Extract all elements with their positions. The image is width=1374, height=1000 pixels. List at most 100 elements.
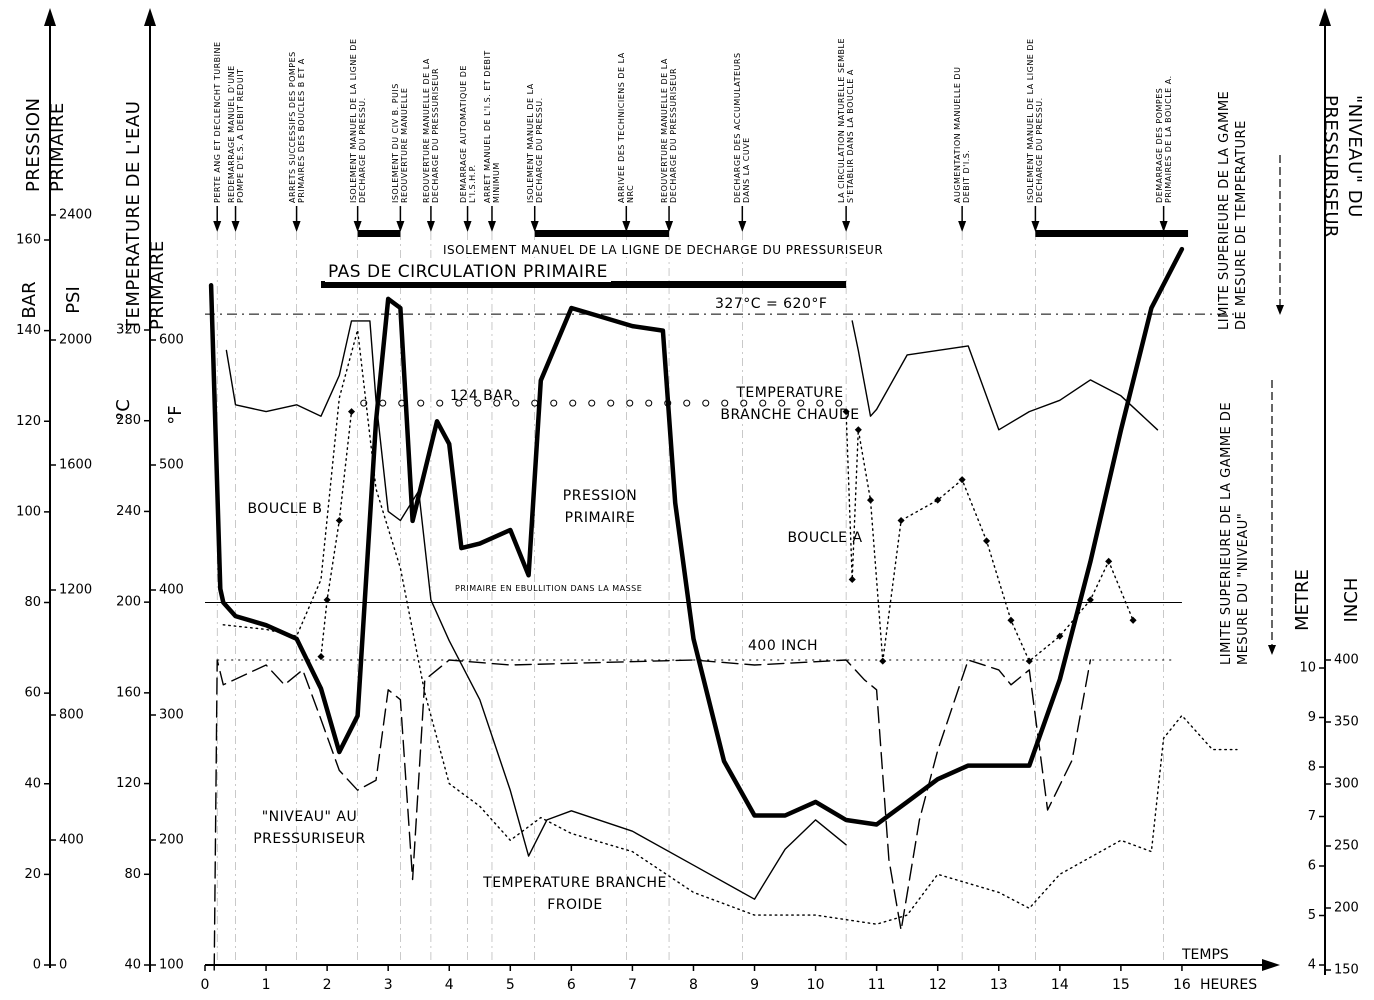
y-tick-label: 200 — [159, 833, 184, 848]
event-arrowhead — [487, 221, 496, 232]
x-tick-label: 0 — [201, 977, 210, 993]
y-tick-label: 20 — [24, 867, 41, 882]
y-tick-label: 40 — [124, 958, 141, 973]
x-tick-label: 16 — [1173, 977, 1191, 993]
x-tick-label: 14 — [1051, 977, 1069, 993]
y-tick-label: 600 — [159, 333, 184, 348]
y-tick-label: 8 — [1308, 760, 1316, 775]
y-tick-label: 0 — [33, 958, 41, 973]
ref-marker — [778, 399, 786, 407]
y-tick-label: 10 — [1299, 661, 1316, 676]
series-label: PRESSION PRIMAIRE — [562, 488, 638, 526]
y-tick-label: 120 — [16, 414, 41, 429]
event-label: DECHARGE DES ACCUMULATEURS DANS LA CUVE — [733, 52, 752, 203]
event-label: REDEMARRAGE MANUEL D'UNE POMPE D'E.S. A … — [226, 65, 245, 203]
ref-label: 327°C = 620°F — [715, 296, 828, 312]
ref-marker — [721, 399, 729, 407]
limit-arrowhead — [1276, 305, 1284, 315]
ref-marker — [835, 399, 843, 407]
series-marker — [848, 575, 856, 583]
y-tick-label: 400 — [1334, 653, 1359, 668]
event-label: DEMARRAGE DES POMPES PRIMAIRES DE LA BOU… — [1154, 75, 1173, 203]
series-marker — [1007, 616, 1015, 624]
event-label: DEMARRAGE AUTOMATIQUE DE L'I.S.H.P. — [458, 65, 477, 203]
event-arrowhead — [530, 221, 539, 232]
x-tick-label: 7 — [628, 977, 637, 993]
ref-marker — [740, 399, 748, 407]
series-marker — [348, 408, 356, 416]
series-line — [208, 246, 1185, 827]
span-label: ISOLEMENT MANUEL DE LA LIGNE DE DECHARGE… — [440, 243, 887, 257]
y-tick-label: 5 — [1308, 908, 1316, 923]
y-tick-label: 100 — [159, 958, 184, 973]
ref-marker — [759, 399, 767, 407]
series-marker — [983, 537, 991, 545]
event-arrowhead — [353, 221, 362, 232]
ref-marker — [512, 399, 520, 407]
y-tick-label: 6 — [1308, 859, 1316, 874]
event-label: PERTE ANG ET DECLENCHT TURBINE — [212, 41, 222, 203]
span-bar — [1035, 230, 1189, 237]
axis-title: °F — [165, 405, 186, 424]
event-label: ISOLEMENT MANUEL DE LA DECHARGE DU PRESS… — [525, 83, 544, 203]
x-tick-label: 13 — [990, 977, 1008, 993]
y-tick-label: 9 — [1308, 710, 1316, 725]
axis-arrow — [44, 8, 56, 26]
series-line — [320, 410, 353, 658]
series-label: BOUCLE B — [247, 501, 323, 517]
y-tick-label: 40 — [24, 776, 41, 791]
x-tick-label: 8 — [689, 977, 698, 993]
series-marker — [934, 496, 942, 504]
ref-marker — [569, 399, 577, 407]
y-tick-label: 320 — [116, 323, 141, 338]
y-tick-label: 200 — [1334, 901, 1359, 916]
ref-label: 124 BAR — [450, 388, 514, 404]
series-marker — [854, 426, 862, 434]
ref-marker — [493, 399, 501, 407]
ref-marker — [607, 399, 615, 407]
y-tick-label: 150 — [1334, 963, 1359, 978]
y-tick-label: 350 — [1334, 715, 1359, 730]
axis-title: PSI — [63, 286, 84, 314]
event-label: REOUVERTURE MANUELLE DE LA DECHARGE DU P… — [660, 58, 679, 203]
y-tick-label: 200 — [116, 595, 141, 610]
ref-marker — [455, 399, 463, 407]
series-marker — [1129, 616, 1137, 624]
y-tick-label: 160 — [16, 233, 41, 248]
event-label: REOUVERTURE MANUELLE DE LA DECHARGE DU P… — [421, 58, 440, 203]
event-arrowhead — [213, 221, 222, 232]
limit-label: LIMITE SUPERIEURE DE LA GAMME DE MESURE … — [1219, 401, 1251, 665]
ref-marker — [379, 399, 387, 407]
span-label: PAS DE CIRCULATION PRIMAIRE — [325, 262, 611, 282]
x-tick-label: 12 — [929, 977, 947, 993]
x-tick-label: 4 — [445, 977, 454, 993]
event-label: ISOLEMENT MANUEL DE LA LIGNE DE DECHARGE… — [1026, 38, 1045, 203]
event-arrowhead — [738, 221, 747, 232]
event-arrowhead — [665, 221, 674, 232]
series-label: TEMPERATURE BRANCHE CHAUDE — [720, 385, 860, 423]
y-tick-label: 7 — [1308, 809, 1316, 824]
y-tick-label: 2000 — [59, 333, 92, 348]
y-tick-label: 400 — [159, 583, 184, 598]
y-tick-label: 500 — [159, 458, 184, 473]
x-tick-label: 10 — [807, 977, 825, 993]
ref-marker — [550, 399, 558, 407]
event-label: ARRET MANUEL DE L'I.S. ET DEBIT MINIMUM — [482, 50, 501, 203]
span-bar — [357, 230, 401, 237]
ref-marker — [816, 399, 824, 407]
x-axis-title: TEMPS — [1181, 947, 1229, 963]
x-tick-label: 2 — [323, 977, 332, 993]
ref-marker — [588, 399, 596, 407]
y-tick-label: 80 — [24, 595, 41, 610]
series-marker — [335, 516, 343, 525]
event-arrowhead — [622, 221, 631, 232]
x-tick-label: 1 — [262, 977, 271, 993]
span-bar — [321, 281, 847, 288]
ref-marker — [702, 399, 710, 407]
x-tick-label: 6 — [567, 977, 576, 993]
x-tick-label: 15 — [1112, 977, 1130, 993]
series-marker — [958, 476, 966, 484]
y-tick-label: 400 — [59, 833, 84, 848]
y-tick-label: 0 — [59, 958, 67, 973]
series-marker — [897, 516, 905, 525]
